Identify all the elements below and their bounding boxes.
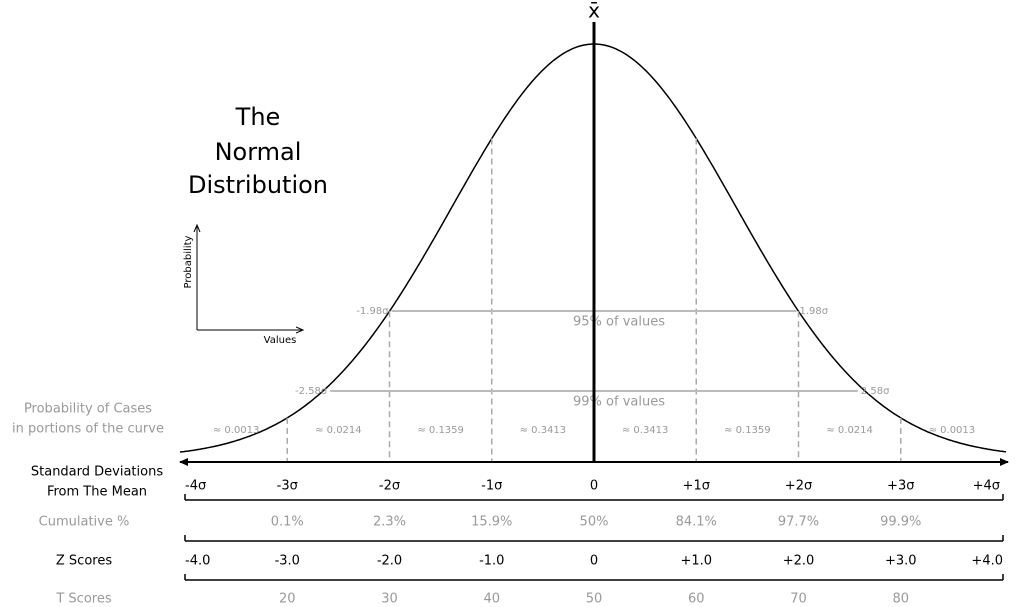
probability-value: ≈ 0.1359 <box>417 425 464 436</box>
t-value: 70 <box>790 592 807 607</box>
t-value: 60 <box>688 592 705 607</box>
z-value: -2.0 <box>377 554 402 569</box>
row-label: Cumulative % <box>39 515 130 530</box>
diagram-body: -1.98σ 1.98σ 95% of values -2.58σ 2.58σ 99% o… <box>12 22 1009 607</box>
z-value: +4.0 <box>971 554 1003 569</box>
t-value: 80 <box>892 592 909 607</box>
title-line: Normal <box>215 138 302 166</box>
probability-value: ≈ 0.0214 <box>826 425 873 436</box>
t-value: 20 <box>279 592 296 607</box>
row-label: in portions of the curve <box>12 422 164 437</box>
probability-value: ≈ 0.3413 <box>520 425 567 436</box>
t-value: 40 <box>483 592 500 607</box>
interval-left: -2.58σ <box>295 386 328 397</box>
sd-value: -3σ <box>277 479 298 494</box>
t-value: 50 <box>586 592 603 607</box>
cumulative-value: 50% <box>580 515 609 530</box>
interval-left: -1.98σ <box>356 306 389 317</box>
z-value: -4.0 <box>185 554 210 569</box>
sd-value: -1σ <box>481 479 502 494</box>
sd-value: -4σ <box>185 479 206 494</box>
t-value: 30 <box>381 592 398 607</box>
cumulative-value: 15.9% <box>471 515 512 530</box>
cumulative-value: 84.1% <box>676 515 717 530</box>
sd-value: 0 <box>590 479 598 494</box>
cumulative-value: 2.3% <box>373 515 406 530</box>
cumulative-value: 99.9% <box>880 515 921 530</box>
probability-value: ≈ 0.3413 <box>622 425 669 436</box>
row-label: Z Scores <box>56 554 112 569</box>
title-line: The <box>235 103 281 131</box>
z-value: +1.0 <box>680 554 712 569</box>
cumulative-value: 0.1% <box>271 515 304 530</box>
probability-value: ≈ 0.0214 <box>315 425 362 436</box>
sd-value: +3σ <box>887 479 914 494</box>
sd-value: +2σ <box>785 479 812 494</box>
probability-value: ≈ 0.0013 <box>213 425 260 436</box>
interval-right: 2.58σ <box>861 386 890 397</box>
probability-value: ≈ 0.0013 <box>929 425 976 436</box>
sd-value: +1σ <box>683 479 710 494</box>
inset-y-label: Probability <box>183 235 194 288</box>
title-line: Distribution <box>188 171 328 199</box>
sd-value: +4σ <box>973 479 1000 494</box>
mean-label: x̄ <box>588 0 600 23</box>
row-label: Standard Deviations <box>31 465 163 480</box>
row-label: T Scores <box>55 592 111 607</box>
probability-value: ≈ 0.1359 <box>724 425 771 436</box>
row-label: Probability of Cases <box>24 402 152 417</box>
cumulative-value: 97.7% <box>778 515 819 530</box>
inset-x-label: Values <box>264 335 297 346</box>
z-value: -3.0 <box>275 554 300 569</box>
z-value: +3.0 <box>885 554 917 569</box>
row-label: From The Mean <box>47 485 147 500</box>
interval-label: 99% of values <box>573 395 665 410</box>
interval-label: 95% of values <box>573 315 665 330</box>
z-value: 0 <box>590 554 598 569</box>
z-value: +2.0 <box>783 554 815 569</box>
interval-right: 1.98σ <box>799 306 828 317</box>
sd-value: -2σ <box>379 479 400 494</box>
z-value: -1.0 <box>479 554 504 569</box>
